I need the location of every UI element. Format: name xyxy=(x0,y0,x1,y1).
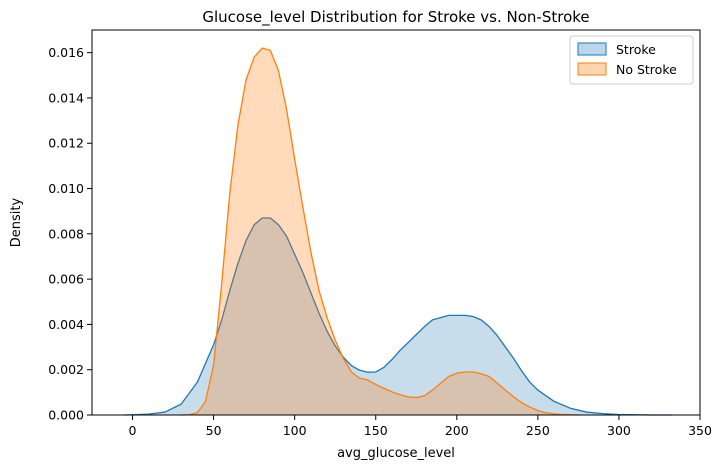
legend-swatch-stroke xyxy=(577,42,607,56)
y-tick-label: 0.004 xyxy=(48,317,84,332)
density-line-no-stroke xyxy=(181,47,579,416)
x-tick-label: 200 xyxy=(445,423,469,438)
x-axis: 0 50 100 150 200 250 300 350 xyxy=(129,415,712,438)
legend-swatch-no-stroke xyxy=(577,62,607,76)
legend-box xyxy=(569,35,694,85)
legend: Stroke No Stroke xyxy=(569,35,694,85)
plot-areas xyxy=(124,47,673,416)
x-tick-label: 250 xyxy=(526,423,550,438)
y-tick-label: 0.016 xyxy=(48,45,84,60)
legend-label-stroke: Stroke xyxy=(616,42,656,57)
chart-title: Glucose_level Distribution for Stroke vs… xyxy=(202,8,589,27)
x-tick-label: 50 xyxy=(206,423,222,438)
y-axis-label: Density xyxy=(9,197,24,247)
x-tick-label: 150 xyxy=(364,423,388,438)
x-axis-label: avg_glucose_level xyxy=(337,446,455,461)
y-tick-label: 0.012 xyxy=(48,136,84,151)
x-tick-label: 350 xyxy=(688,423,712,438)
y-tick-label: 0.002 xyxy=(48,362,84,377)
y-tick-label: 0.006 xyxy=(48,272,84,287)
x-tick-label: 0 xyxy=(129,423,137,438)
y-tick-label: 0.008 xyxy=(48,226,84,241)
density-line-stroke xyxy=(124,217,673,416)
legend-label-no-stroke: No Stroke xyxy=(616,62,677,77)
density-area-stroke xyxy=(124,217,673,415)
y-tick-label: 0.000 xyxy=(48,408,84,423)
y-tick-label: 0.014 xyxy=(48,90,84,105)
plot-frame xyxy=(91,29,701,416)
density-area-no-stroke xyxy=(181,48,579,416)
x-tick-label: 300 xyxy=(607,423,631,438)
y-tick-label: 0.010 xyxy=(48,181,84,196)
x-tick-label: 100 xyxy=(283,423,307,438)
y-axis: 0.000 0.002 0.004 0.006 0.008 0.010 0.012 0.014… xyxy=(48,45,92,423)
